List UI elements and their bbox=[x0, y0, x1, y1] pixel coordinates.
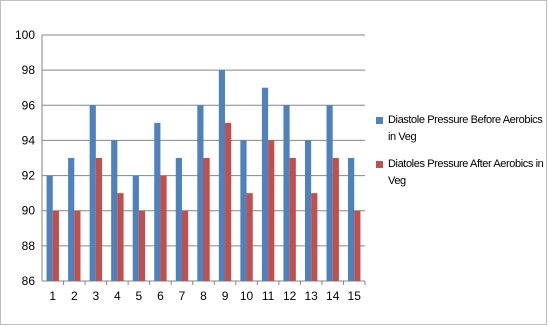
bar-before-3 bbox=[89, 105, 96, 282]
bar-after-5 bbox=[138, 210, 146, 281]
bar-after-8 bbox=[203, 158, 210, 281]
y-tick-label: 90 bbox=[22, 204, 36, 218]
legend-item-before: Diastole Pressure Before Aerobics in Veg bbox=[376, 112, 546, 146]
bar-before-10 bbox=[240, 140, 247, 281]
bar-before-12 bbox=[283, 105, 290, 282]
y-tick-label: 92 bbox=[22, 169, 36, 183]
bar-after-7 bbox=[181, 210, 189, 281]
x-tick-label: 7 bbox=[179, 289, 186, 303]
bar-before-9 bbox=[218, 70, 226, 282]
legend-swatch-before bbox=[376, 117, 383, 124]
bar-before-2 bbox=[68, 158, 75, 281]
bar-after-4 bbox=[117, 193, 124, 281]
bar-before-15 bbox=[348, 158, 355, 281]
bar-before-7 bbox=[175, 158, 182, 281]
legend: Diastole Pressure Before Aerobics in Veg… bbox=[376, 112, 546, 200]
bar-after-1 bbox=[52, 210, 59, 281]
x-tick-label: 4 bbox=[114, 289, 121, 303]
bar-after-9 bbox=[225, 122, 232, 281]
bar-before-5 bbox=[132, 175, 139, 281]
bar-after-12 bbox=[289, 158, 296, 281]
legend-label-before: Diastole Pressure Before Aerobics in Veg bbox=[388, 114, 543, 143]
bar-before-6 bbox=[154, 122, 161, 281]
bar-after-15 bbox=[354, 210, 361, 281]
bar-after-6 bbox=[160, 175, 167, 281]
y-tick-label: 98 bbox=[22, 63, 36, 77]
legend-label-after: Diatoles Pressure After Aerobics in Veg bbox=[388, 158, 544, 187]
y-tick-label: 86 bbox=[22, 274, 36, 288]
bar-after-3 bbox=[95, 158, 103, 281]
y-tick-label: 96 bbox=[22, 98, 36, 112]
bar-after-2 bbox=[74, 210, 81, 281]
bar-before-1 bbox=[46, 175, 53, 281]
bar-before-4 bbox=[111, 140, 118, 281]
bar-after-14 bbox=[332, 158, 339, 281]
bar-before-8 bbox=[197, 105, 204, 282]
x-tick-label: 8 bbox=[200, 289, 207, 303]
x-tick-label: 6 bbox=[157, 289, 164, 303]
x-tick-label: 13 bbox=[304, 289, 318, 303]
bar-before-11 bbox=[261, 87, 269, 281]
x-tick-label: 2 bbox=[71, 289, 78, 303]
bar-after-11 bbox=[268, 140, 275, 281]
y-tick-label: 94 bbox=[22, 133, 36, 147]
x-tick-label: 5 bbox=[136, 289, 143, 303]
x-tick-label: 3 bbox=[92, 289, 99, 303]
legend-item-after: Diatoles Pressure After Aerobics in Veg bbox=[376, 156, 546, 190]
x-tick-label: 1 bbox=[49, 289, 56, 303]
bar-before-14 bbox=[326, 105, 333, 282]
x-tick-label: 15 bbox=[348, 289, 362, 303]
bar-after-13 bbox=[311, 193, 318, 281]
y-tick-label: 100 bbox=[15, 28, 35, 42]
y-tick-label: 88 bbox=[22, 239, 36, 253]
x-tick-label: 9 bbox=[222, 289, 229, 303]
legend-swatch-after bbox=[376, 161, 383, 168]
x-tick-label: 11 bbox=[262, 289, 275, 303]
x-tick-label: 12 bbox=[283, 289, 297, 303]
x-tick-label: 10 bbox=[240, 289, 254, 303]
x-tick-label: 14 bbox=[326, 289, 340, 303]
bar-after-10 bbox=[246, 193, 253, 281]
bar-before-13 bbox=[304, 140, 312, 281]
